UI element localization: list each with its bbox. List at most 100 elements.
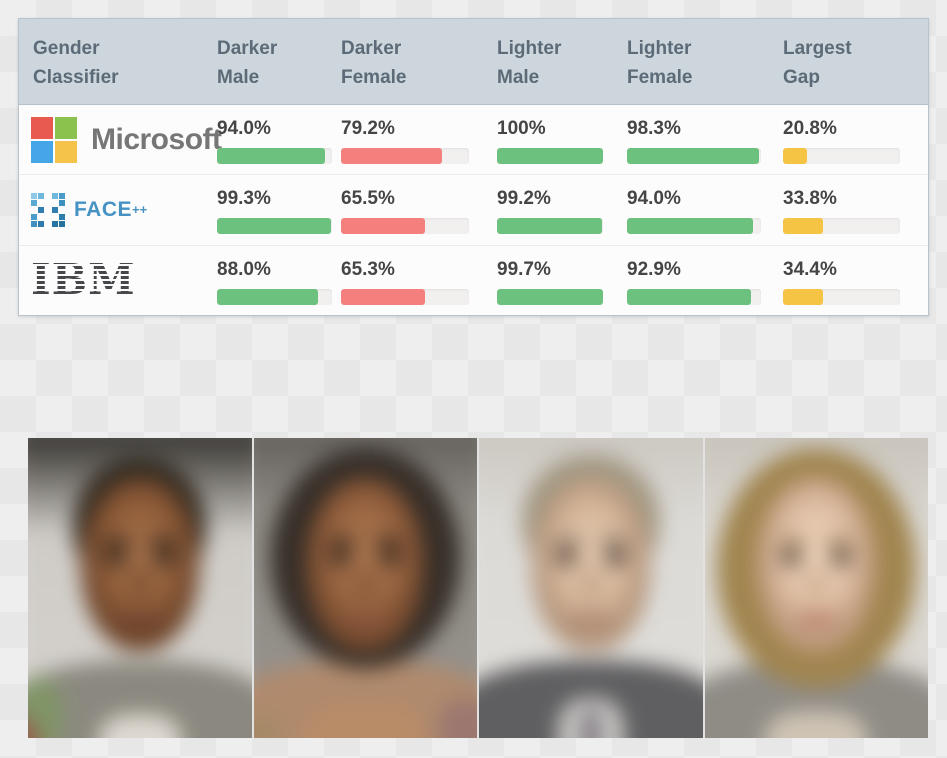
metric-darker-male: 99.3%: [217, 175, 341, 244]
progress-fill: [497, 288, 603, 305]
blurred-face-art: [479, 438, 703, 738]
progress-fill: [341, 218, 425, 235]
progress-track: [217, 148, 332, 164]
facepp-brand-cell: FACE ++: [19, 175, 217, 244]
header-line: Male: [217, 67, 260, 88]
microsoft-red-square-icon: [31, 116, 53, 139]
header-line: Gender: [33, 38, 100, 59]
microsoft-logo-icon: [31, 116, 77, 163]
table-row-facepp: FACE ++ 99.3% 65.5% 99.2% 94.0% 33.8%: [19, 175, 928, 246]
header-line: Largest: [783, 38, 852, 59]
header-line: Classifier: [33, 67, 119, 88]
metric-value: 94.0%: [627, 188, 681, 210]
progress-fill: [627, 218, 753, 235]
microsoft-yellow-square-icon: [55, 140, 77, 163]
metric-largest-gap: 33.8%: [783, 175, 928, 244]
blurred-face-art: [253, 438, 477, 738]
progress-track: [341, 288, 469, 305]
progress-fill: [627, 148, 759, 164]
header-gender-classifier: Gender Classifier: [19, 19, 217, 104]
metric-lighter-male: 99.2%: [497, 175, 627, 244]
progress-fill: [341, 148, 443, 164]
metric-value: 100%: [497, 118, 546, 139]
metric-lighter-female: 98.3%: [627, 105, 783, 174]
table-row-ibm: IBM 88.0% 65.3% 99.7% 92.9% 34.4%: [19, 245, 928, 315]
facepp-plusplus: ++: [132, 202, 148, 218]
header-darker-female: Darker Female: [341, 19, 497, 104]
ibm-brand-cell: IBM: [19, 246, 217, 315]
microsoft-green-square-icon: [55, 116, 77, 139]
progress-track: [783, 288, 900, 305]
microsoft-logo: Microsoft: [31, 116, 222, 163]
progress-fill: [497, 218, 603, 235]
header-line: Darker: [341, 38, 402, 59]
progress-fill: [627, 288, 752, 305]
header-line: Female: [627, 67, 693, 88]
progress-track: [627, 288, 761, 305]
metric-lighter-female: 94.0%: [627, 175, 783, 244]
progress-fill: [497, 148, 603, 164]
microsoft-brand-cell: Microsoft: [19, 105, 222, 174]
average-faces-image: [28, 438, 928, 738]
metric-darker-female: 65.5%: [341, 175, 497, 244]
metric-value: 65.5%: [341, 188, 395, 210]
metric-value: 88.0%: [217, 258, 271, 280]
progress-track: [497, 288, 603, 305]
metric-value: 20.8%: [783, 118, 837, 139]
progress-fill: [783, 218, 823, 235]
progress-track: [497, 218, 603, 235]
metric-value: 94.0%: [217, 118, 271, 139]
header-line: Gap: [783, 67, 820, 88]
header-darker-male: Darker Male: [217, 19, 341, 104]
metric-lighter-male: 100%: [497, 105, 627, 174]
progress-track: [783, 218, 900, 235]
metric-value: 99.3%: [217, 188, 271, 210]
progress-fill: [783, 148, 808, 164]
progress-track: [217, 288, 332, 305]
face-lighter-male: [479, 438, 703, 738]
blurred-face-art: [28, 438, 252, 738]
header-line: Darker: [217, 38, 278, 59]
metric-value: 98.3%: [627, 118, 681, 139]
metric-value: 99.2%: [497, 188, 551, 210]
progress-track: [497, 148, 603, 164]
metric-value: 34.4%: [783, 258, 837, 280]
metric-value: 33.8%: [783, 188, 837, 210]
progress-track: [627, 148, 761, 164]
metric-value: 79.2%: [341, 118, 395, 139]
progress-track: [783, 148, 900, 164]
header-lighter-female: Lighter Female: [627, 19, 783, 104]
progress-track: [627, 218, 761, 235]
facepp-logo: FACE ++: [31, 192, 148, 227]
metric-lighter-female: 92.9%: [627, 246, 783, 315]
facepp-logo-icon: [31, 192, 65, 227]
metric-largest-gap: 20.8%: [783, 105, 928, 174]
metric-darker-male: 88.0%: [217, 246, 341, 315]
progress-track: [341, 218, 469, 235]
progress-fill: [217, 288, 319, 305]
metric-value: 99.7%: [497, 258, 551, 280]
classifier-comparison-table: Gender Classifier Darker Male Darker Fem…: [18, 18, 929, 316]
metric-darker-female: 79.2%: [341, 105, 497, 174]
face-darker-female: [253, 438, 477, 738]
face-darker-male: [28, 438, 252, 738]
header-line: Male: [497, 67, 540, 88]
progress-track: [341, 148, 469, 164]
progress-track: [217, 218, 332, 235]
header-line: Female: [341, 67, 407, 88]
blurred-face-art: [704, 438, 928, 738]
metric-lighter-male: 99.7%: [497, 246, 627, 315]
header-largest-gap: Largest Gap: [783, 19, 928, 104]
ibm-wordmark: IBM: [31, 255, 136, 305]
metric-largest-gap: 34.4%: [783, 246, 928, 315]
header-line: Lighter: [627, 38, 692, 59]
metric-darker-male: 94.0%: [217, 105, 341, 174]
microsoft-blue-square-icon: [31, 140, 53, 163]
table-header-row: Gender Classifier Darker Male Darker Fem…: [19, 19, 928, 105]
metric-value: 92.9%: [627, 258, 681, 280]
table-row-microsoft: Microsoft 94.0% 79.2% 100% 98.3% 20.8%: [19, 105, 928, 176]
progress-fill: [217, 218, 332, 235]
metric-darker-female: 65.3%: [341, 246, 497, 315]
microsoft-wordmark: Microsoft: [91, 122, 222, 156]
facepp-wordmark: FACE: [74, 197, 133, 221]
